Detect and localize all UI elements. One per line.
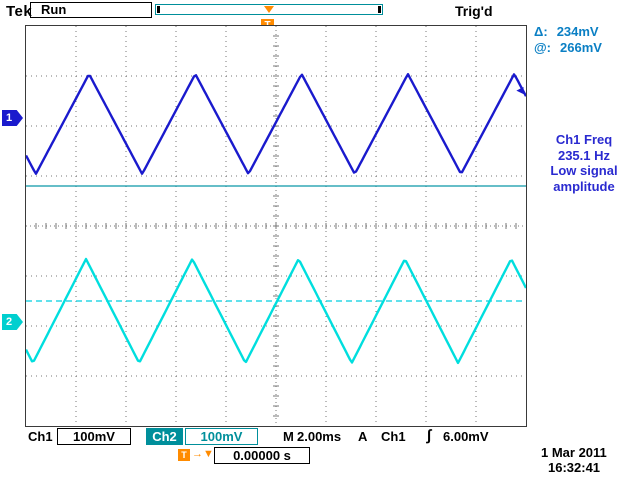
measurement-value: 235.1 Hz (557, 147, 611, 163)
trigger-position-icon (264, 6, 274, 13)
delta-label: Δ: (534, 24, 548, 39)
ch1-scale-readout: 100mV (57, 428, 131, 445)
trigger-level-readout: 6.00mV (443, 429, 489, 444)
trigger-position-readout: 0.00000 s (214, 447, 310, 464)
ch1-label: Ch1 (28, 429, 53, 444)
t-position-arrow-icon: →▼ (192, 448, 214, 460)
at-value: 266mV (560, 40, 602, 55)
ch2-ground-marker: 2 (2, 314, 23, 330)
trigger-source: Ch1 (381, 429, 406, 444)
trigger-slope-icon: ∫ (427, 427, 432, 444)
acq-left-bracket-icon (157, 6, 160, 13)
ch2-scale-readout: 100mV (185, 428, 258, 445)
date-readout: 1 Mar 2011 (541, 445, 607, 460)
cursor-at-readout: @: 266mV (534, 40, 638, 55)
measurement-warning-1: Low signal (550, 163, 618, 178)
waveform-canvas (26, 26, 526, 426)
horizontal-scale-readout: 2.00ms (297, 429, 342, 444)
acq-right-bracket-icon (378, 6, 381, 13)
t-position-marker: T (178, 449, 190, 461)
tek-logo: Tek (6, 3, 33, 20)
measurement-title: Ch1 Freq (555, 132, 613, 147)
horizontal-label: M (283, 429, 294, 444)
cursor-delta-readout: Δ: 234mV (534, 24, 638, 39)
at-label: @: (534, 40, 552, 55)
time-readout: 16:32:41 (548, 460, 601, 475)
measurement-warning-2: amplitude (553, 178, 615, 194)
delta-value: 234mV (556, 24, 599, 39)
trigger-mode: A (358, 429, 368, 444)
acquisition-state: Run (30, 2, 152, 18)
waveform-display (25, 25, 527, 427)
ch1-ground-marker: 1 (2, 110, 23, 126)
trigger-status: Trig'd (455, 3, 493, 19)
measurement-readout: Ch1 Freq 235.1 Hz Low signal amplitude (530, 132, 638, 194)
trigger-level-arrow-icon: ◄ (514, 83, 526, 97)
ch2-label: Ch2 (146, 428, 183, 445)
